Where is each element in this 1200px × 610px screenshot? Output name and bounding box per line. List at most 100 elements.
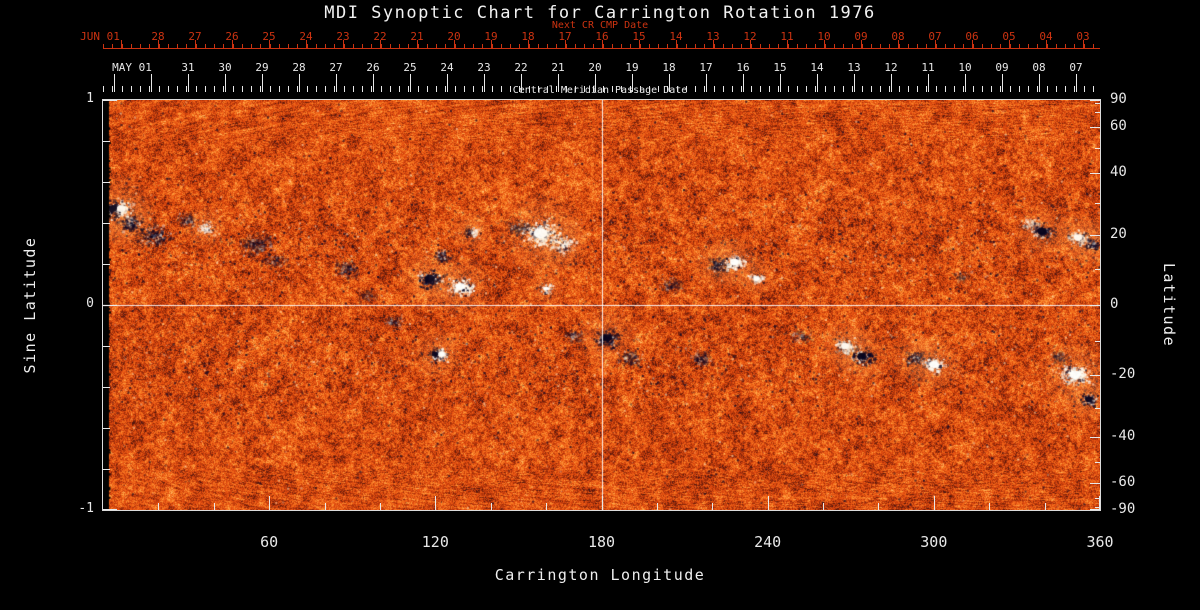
white-minor-tick <box>1092 86 1094 92</box>
red-axis-line <box>103 48 1100 49</box>
white-minor-tick <box>648 86 650 92</box>
white-minor-tick <box>315 86 317 92</box>
y-left-tick-label: -1 <box>78 501 94 516</box>
white-date-label: 25 <box>403 61 417 74</box>
white-minor-tick <box>796 86 798 92</box>
y-left-minor-tick <box>103 469 110 470</box>
red-day-tick <box>824 40 825 48</box>
red-minor-tick <box>944 44 946 48</box>
red-minor-tick <box>528 44 530 48</box>
white-date-label: 11 <box>921 61 935 74</box>
white-minor-tick <box>463 86 465 92</box>
white-minor-tick <box>889 86 891 92</box>
white-minor-tick <box>352 86 354 92</box>
red-minor-tick <box>232 44 234 48</box>
red-minor-tick <box>685 44 687 48</box>
white-minor-tick <box>926 86 928 92</box>
y-right-minor-tick <box>1095 147 1100 149</box>
white-day-tick <box>262 74 263 92</box>
y-left-major-tick <box>103 509 117 510</box>
red-minor-tick <box>815 44 817 48</box>
white-minor-tick <box>602 86 604 92</box>
red-minor-tick <box>112 44 114 48</box>
white-day-tick <box>817 74 818 92</box>
red-minor-tick <box>399 44 400 48</box>
red-minor-tick <box>482 44 484 48</box>
white-date-label: 29 <box>255 61 269 74</box>
x-minor-tick <box>546 503 548 510</box>
white-minor-tick <box>454 86 456 92</box>
red-minor-tick <box>991 44 992 48</box>
white-minor-tick <box>473 86 474 92</box>
x-minor-tick <box>158 503 160 510</box>
y-left-minor-tick <box>103 141 110 142</box>
y-right-minor-tick <box>1095 407 1100 409</box>
x-major-tick <box>933 496 935 510</box>
red-day-tick <box>417 40 418 48</box>
white-minor-tick <box>241 86 243 92</box>
red-minor-tick <box>269 44 271 48</box>
white-minor-tick <box>954 86 955 92</box>
white-day-tick <box>225 74 226 92</box>
red-minor-tick <box>556 44 558 48</box>
red-minor-tick <box>907 44 909 48</box>
red-minor-tick <box>658 44 659 48</box>
red-minor-tick <box>759 44 761 48</box>
red-date-label: 20 <box>447 30 461 43</box>
y-right-minor-tick <box>1095 269 1100 271</box>
red-day-tick <box>713 40 714 48</box>
red-minor-tick <box>315 44 317 48</box>
red-minor-tick <box>630 44 632 48</box>
red-minor-tick <box>214 44 215 48</box>
white-date-label: 15 <box>773 61 787 74</box>
red-day-tick <box>528 40 529 48</box>
white-day-tick <box>336 74 337 92</box>
red-minor-tick <box>667 44 669 48</box>
white-minor-tick <box>630 86 632 92</box>
white-minor-tick <box>778 86 780 92</box>
red-date-label: 14 <box>669 30 683 43</box>
red-minor-tick <box>1037 44 1039 48</box>
x-major-tick <box>435 496 437 510</box>
red-date-label: 11 <box>780 30 794 43</box>
red-day-tick <box>676 40 677 48</box>
red-minor-tick <box>1083 44 1085 48</box>
y-right-minor-tick <box>1095 112 1100 114</box>
x-major-tick <box>269 496 271 510</box>
y-right-major-tick <box>1090 100 1100 101</box>
red-date-label: 19 <box>484 30 498 43</box>
red-date-label: 28 <box>151 30 165 43</box>
red-minor-tick <box>954 44 955 48</box>
white-minor-tick <box>260 86 262 92</box>
red-minor-tick <box>389 44 391 48</box>
y-right-minor-tick <box>1095 497 1100 499</box>
white-date-label: 22 <box>514 61 528 74</box>
red-minor-tick <box>278 44 280 48</box>
white-minor-tick <box>482 86 484 92</box>
y-right-major-tick <box>1090 173 1100 175</box>
y-right-tick-label: -90 <box>1110 501 1136 517</box>
white-date-label: 30 <box>218 61 232 74</box>
white-minor-tick <box>741 86 743 92</box>
red-minor-tick <box>343 44 345 48</box>
red-date-label: 03 <box>1076 30 1090 43</box>
white-day-tick <box>928 74 929 92</box>
white-minor-tick <box>1009 86 1011 92</box>
white-date-label: 19 <box>625 61 639 74</box>
red-day-tick <box>232 40 233 48</box>
white-minor-tick <box>991 86 992 92</box>
red-minor-tick <box>121 44 123 48</box>
red-date-label: 08 <box>891 30 905 43</box>
white-minor-tick <box>325 86 326 92</box>
white-minor-tick <box>269 86 271 92</box>
y-right-major-tick <box>1090 234 1100 236</box>
white-minor-tick <box>343 86 345 92</box>
x-minor-tick <box>324 503 326 510</box>
red-day-tick <box>269 40 270 48</box>
white-minor-tick <box>167 86 169 92</box>
red-day-tick <box>898 40 899 48</box>
white-minor-tick <box>528 86 530 92</box>
white-minor-tick <box>195 86 197 92</box>
red-day-tick <box>861 40 862 48</box>
y-left-major-tick <box>103 100 117 101</box>
